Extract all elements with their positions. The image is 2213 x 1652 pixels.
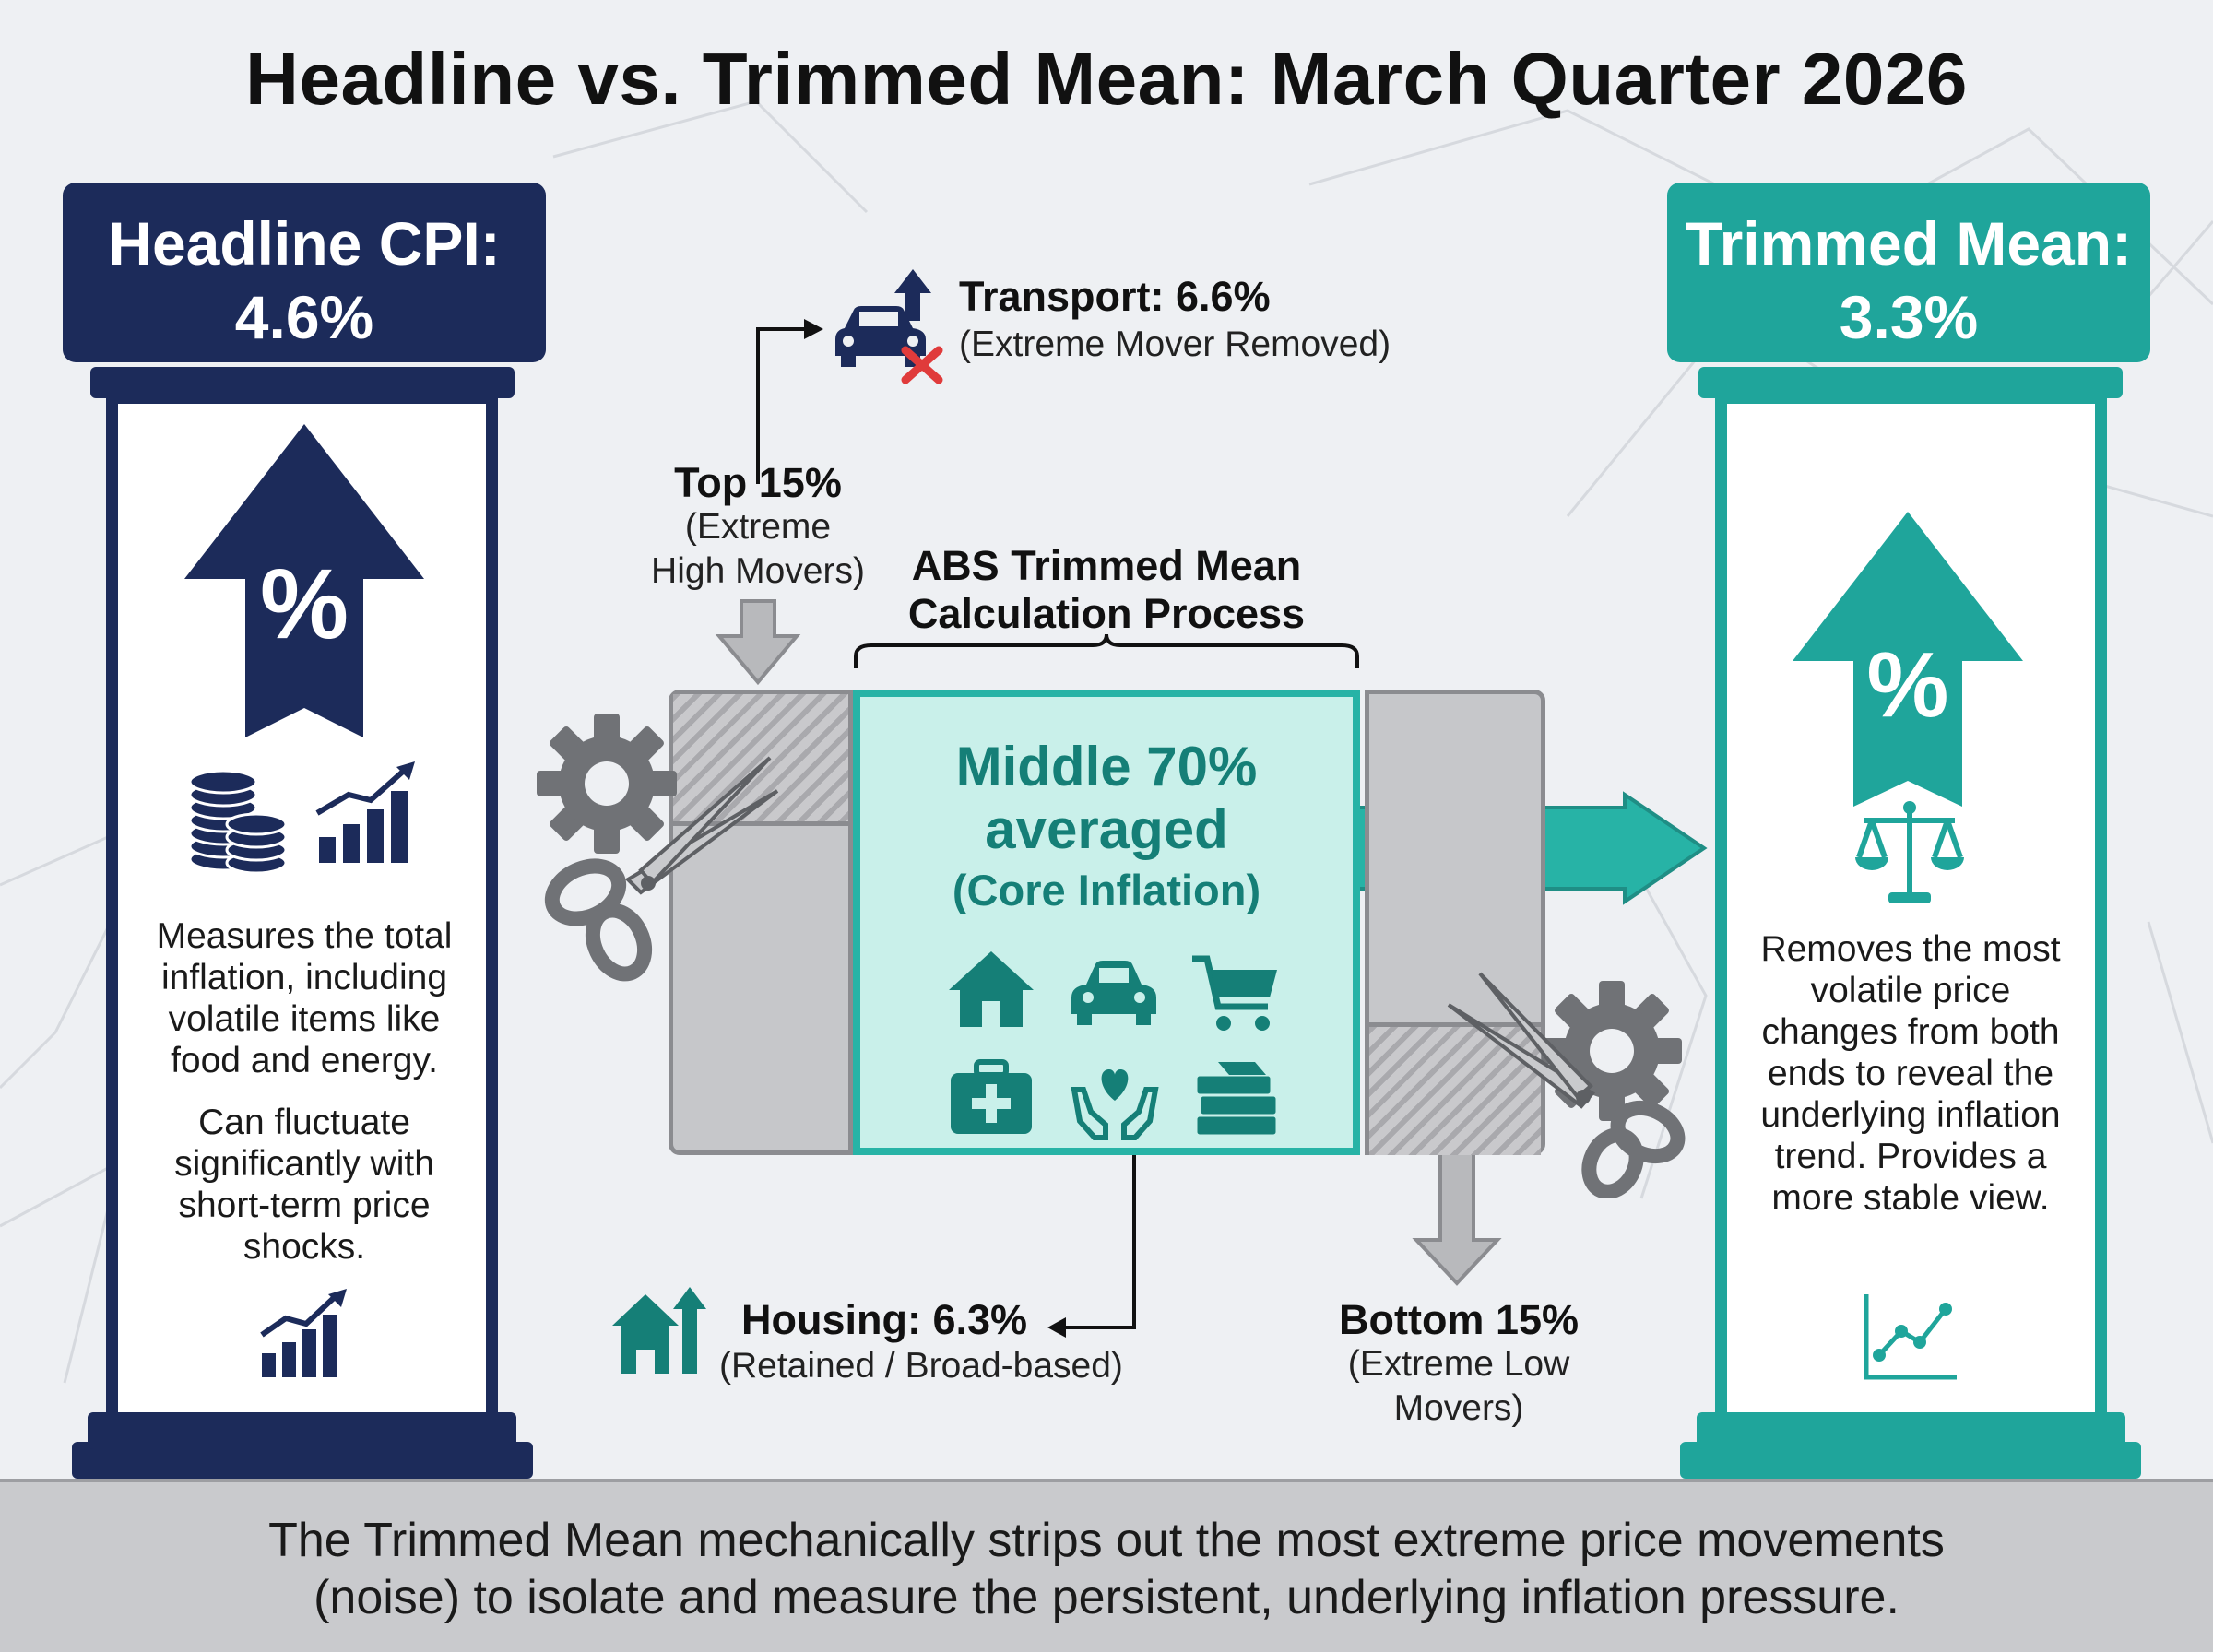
headline-arrow-symbol: % (260, 548, 349, 659)
bottom-15-label: Bottom 15% (1338, 1296, 1580, 1343)
footer-line1: The Trimmed Mean mechanically strips out… (268, 1514, 1945, 1567)
housing-note: (Retained / Broad-based) (719, 1346, 1123, 1386)
trimmed-pillar-plinth (1697, 1412, 2125, 1449)
transport-note: (Extreme Mover Removed) (959, 324, 1391, 364)
shopping-cart-icon (1192, 955, 1277, 1031)
line-chart-icon (1864, 1294, 1957, 1380)
trimmed-description: Removes the most volatile price changes … (1760, 929, 2061, 1218)
medical-kit-icon (951, 1059, 1032, 1134)
x-mark-icon (901, 346, 943, 384)
bottom-15-note-line1: (Extreme Low (1347, 1344, 1570, 1384)
scissors-icon (544, 756, 779, 982)
middle-averaged-label: averaged (985, 798, 1228, 860)
headline-cpi-label: Headline CPI: (108, 209, 501, 277)
car-icon (835, 269, 943, 384)
trimmed-percent-arrow-icon: % (1793, 512, 2023, 807)
bottom-15-segment (1365, 690, 1545, 1155)
books-icon (1194, 1062, 1279, 1138)
headline-description: Measures the total inflation, including … (156, 916, 453, 1080)
page-title: Headline vs. Trimmed Mean: March Quarter… (245, 38, 1968, 120)
housing-label: Housing: 6.3% (741, 1296, 1028, 1343)
middle-70-label: Middle 70% (955, 736, 1258, 797)
transport-label: Transport: 6.6% (959, 273, 1271, 320)
headline-cpi-header: Headline CPI: 4.6% (63, 183, 546, 362)
gear-icon (537, 714, 677, 854)
heart-hands-icon (1071, 1069, 1159, 1140)
process-title-line1: ABS Trimmed Mean (911, 542, 1302, 589)
bottom-15-note-line2: Movers) (1393, 1388, 1524, 1428)
headline-cpi-value: 4.6% (234, 283, 374, 351)
footer-caption: The Trimmed Mean mechanically strips out… (0, 1512, 2213, 1626)
headline-volatility-note: Can fluctuate significantly with short-t… (174, 1103, 434, 1267)
scales-icon (1855, 801, 1964, 903)
car-icon (1071, 961, 1156, 1025)
small-bar-chart-icon (260, 1289, 347, 1377)
scissors-icon (1447, 972, 1686, 1198)
trimmed-mean-header: Trimmed Mean: 3.3% (1667, 183, 2150, 362)
top-15-note-line1: (Extreme (684, 507, 832, 547)
bar-chart-up-icon (315, 761, 415, 863)
trimmed-mean-value: 3.3% (1839, 283, 1979, 351)
footer-band (0, 1479, 2213, 1652)
top-15-note-line2: High Movers) (651, 551, 865, 591)
trimmed-mean-label: Trimmed Mean: (1685, 209, 2133, 277)
top-15-label: Top 15% (674, 459, 842, 506)
headline-percent-arrow-icon: % (184, 424, 424, 738)
house-icon (612, 1287, 706, 1374)
coins-icon (188, 769, 288, 875)
process-title-line2: Calculation Process (907, 590, 1306, 637)
middle-70-box: Middle 70% averaged (Core Inflation) (853, 690, 1360, 1155)
top-15-segment (669, 690, 853, 1155)
core-inflation-label: (Core Inflation) (952, 866, 1261, 914)
trimmed-arrow-symbol: % (1867, 633, 1949, 737)
footer-line2: (noise) to isolate and measure the persi… (314, 1571, 1899, 1624)
headline-pillar-plinth (88, 1412, 516, 1449)
house-icon (949, 951, 1034, 1027)
